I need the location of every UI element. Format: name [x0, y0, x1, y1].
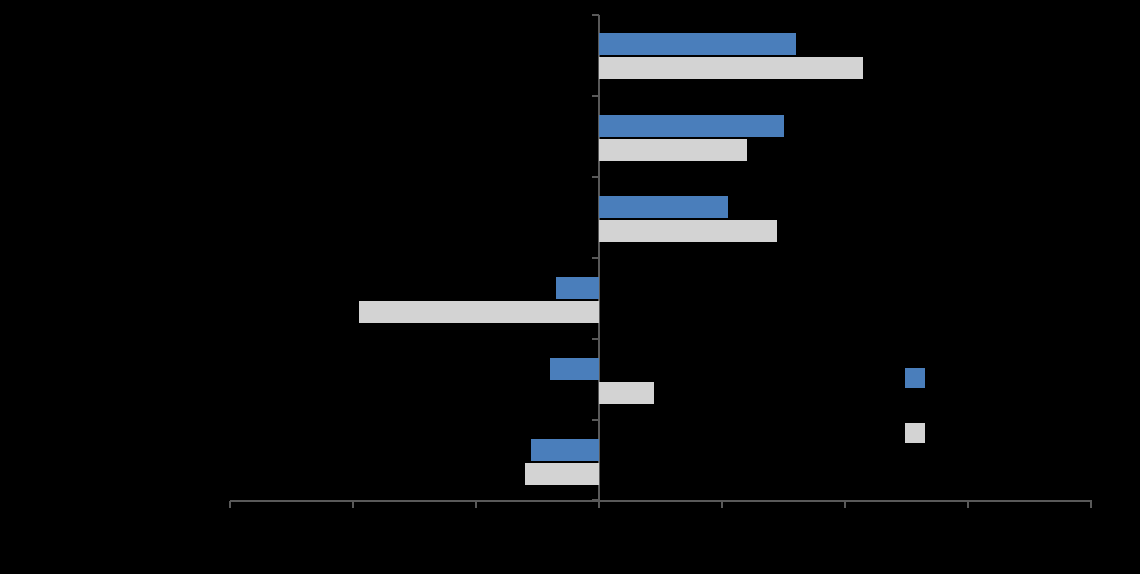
x-axis-line	[230, 500, 1092, 502]
y-axis-tick	[592, 338, 599, 340]
x-axis-tick	[598, 501, 600, 508]
bar-series1-group5	[549, 358, 599, 380]
x-axis-tick	[967, 501, 969, 508]
y-axis-line	[598, 15, 600, 502]
y-axis-tick	[592, 257, 599, 259]
x-axis-tick	[844, 501, 846, 508]
bar-series1-group6	[531, 439, 599, 461]
bar-series2-group2	[599, 139, 747, 161]
bar-series2-group4	[359, 301, 599, 323]
x-axis-tick	[721, 501, 723, 508]
bar-series2-group5	[599, 382, 655, 404]
legend-swatch-series1	[905, 368, 925, 388]
bar-series1-group3	[599, 196, 729, 218]
x-axis-tick	[475, 501, 477, 508]
y-axis-tick	[592, 95, 599, 97]
x-axis-tick	[229, 501, 231, 508]
bar-series1-group1	[599, 33, 796, 55]
legend-swatch-series2	[905, 423, 925, 443]
bar-series1-group4	[555, 277, 599, 299]
bar-series2-group3	[599, 220, 778, 242]
bar-series2-group6	[525, 463, 599, 485]
y-axis-tick	[592, 14, 599, 16]
y-axis-tick	[592, 419, 599, 421]
y-axis-tick	[592, 176, 599, 178]
x-axis-tick	[1090, 501, 1092, 508]
y-axis-tick	[592, 499, 599, 501]
x-axis-tick	[352, 501, 354, 508]
bar-series1-group2	[599, 115, 784, 137]
bar-series2-group1	[599, 57, 864, 79]
